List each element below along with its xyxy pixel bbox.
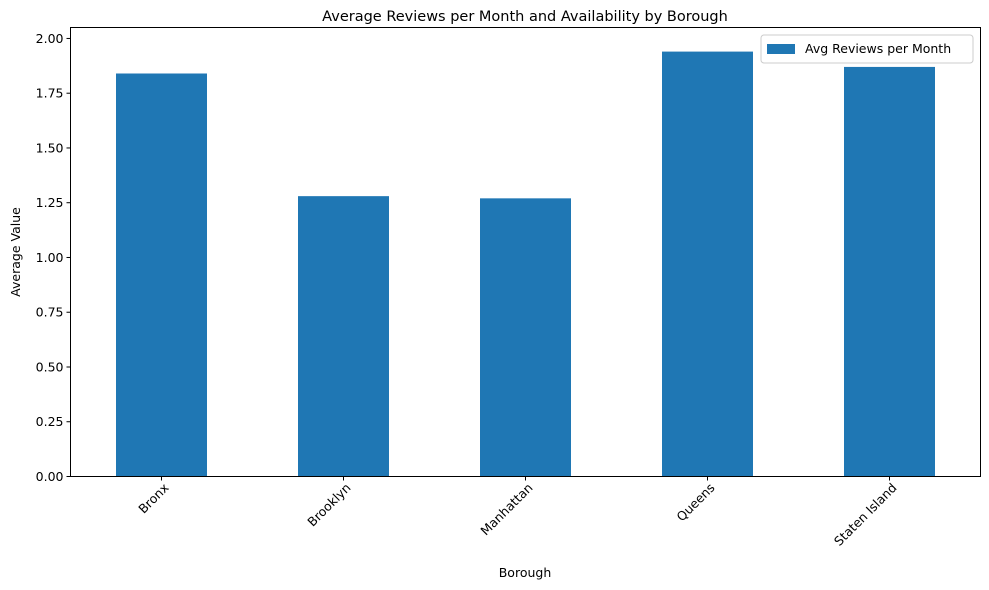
- y-tick-label: 0.50: [36, 359, 64, 374]
- y-tick-label: 0.00: [36, 469, 64, 484]
- y-tick-label: 0.75: [36, 305, 64, 320]
- bar-brooklyn: [298, 196, 389, 477]
- x-tick-label: Bronx: [135, 480, 171, 516]
- plot-area-frame: [70, 27, 981, 477]
- y-tick-label: 2.00: [36, 31, 64, 46]
- legend-swatch: [767, 44, 795, 54]
- y-tick-label: 0.25: [36, 414, 64, 429]
- x-tick-label: Staten Island: [831, 480, 900, 549]
- y-axis-ticks: 0.00 0.25 0.50 0.75 1.00 1.25 1.50 1.75 2.00: [36, 31, 71, 484]
- legend: Avg Reviews per Month: [760, 34, 974, 64]
- bars-group: [116, 51, 935, 477]
- y-axis-label: Average Value: [8, 207, 23, 297]
- y-tick-label: 1.50: [36, 140, 64, 155]
- bar-manhattan: [480, 198, 571, 477]
- x-axis-ticks: Bronx Brooklyn Manhattan Queens Staten Islan…: [135, 476, 900, 549]
- legend-label: Avg Reviews per Month: [805, 41, 951, 56]
- y-tick-label: 1.00: [36, 250, 64, 265]
- y-tick-label: 1.25: [36, 195, 64, 210]
- x-tick-label: Queens: [673, 480, 717, 524]
- legend-frame: [760, 34, 974, 64]
- chart-title: Average Reviews per Month and Availabili…: [322, 9, 728, 25]
- bar-bronx: [116, 73, 207, 477]
- bar-queens: [662, 51, 753, 477]
- x-axis-label: Borough: [499, 565, 552, 580]
- x-tick-label: Brooklyn: [304, 480, 353, 529]
- x-tick-label: Manhattan: [477, 480, 535, 538]
- bar-staten-island: [844, 66, 935, 477]
- y-tick-label: 1.75: [36, 86, 64, 101]
